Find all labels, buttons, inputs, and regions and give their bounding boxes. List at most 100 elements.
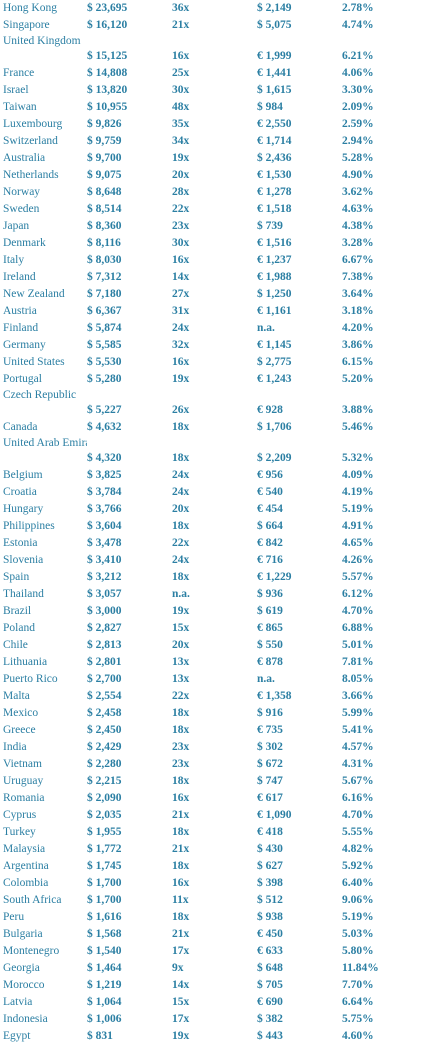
table-row: Ireland $ 7,312 14x € 1,988 7.38% [0,269,427,286]
ratio-cell: n.a. [172,588,190,600]
price-cell: $ 8,116 [87,237,121,249]
yield-cell: 5.99% [342,707,374,719]
yield-cell: 5.28% [342,152,374,164]
ratio-cell: 11x [172,894,189,906]
country-name: Chile [3,639,28,651]
price-cell: $ 3,766 [87,503,122,515]
country-name: Uruguay [3,775,44,787]
rent-cell: n.a. [257,322,275,334]
price-cell: $ 5,585 [87,339,122,351]
price-cell: $ 13,820 [87,84,128,96]
country-name: Portugal [3,373,42,385]
yield-cell: 4.19% [342,486,374,498]
country-name: Romania [3,792,45,804]
price-cell: $ 2,429 [87,741,122,753]
yield-cell: 3.30% [342,84,374,96]
price-cell: $ 2,280 [87,758,122,770]
yield-cell: 5.92% [342,860,374,872]
rent-cell: € 1,145 [257,339,292,351]
ratio-cell: 18x [172,707,190,719]
yield-cell: 6.88% [342,622,374,634]
price-cell: $ 1,745 [87,860,122,872]
yield-cell: 6.21% [342,50,374,62]
table-row: South Africa $ 1,700 11x $ 512 9.06% [0,892,427,909]
table-row: Morocco $ 1,219 14x $ 705 7.70% [0,977,427,994]
table-row: United States $ 5,530 16x $ 2,775 6.15% [0,354,427,371]
price-cell: $ 4,632 [87,421,122,433]
price-cell: $ 2,554 [87,690,122,702]
yield-cell: 4.82% [342,843,374,855]
price-cell: $ 9,759 [87,135,122,147]
table-row: Poland $ 2,827 15x € 865 6.88% [0,620,427,637]
ratio-cell: 18x [172,520,190,532]
rent-cell: $ 443 [257,1030,283,1042]
rent-cell: € 928 [257,404,283,416]
ratio-cell: 20x [172,639,190,651]
ratio-cell: 23x [172,758,190,770]
country-name: Italy [3,254,25,266]
ratio-cell: 24x [172,322,190,334]
country-name: Poland [3,622,35,634]
ratio-cell: 26x [172,404,190,416]
ratio-cell: 17x [172,945,190,957]
ratio-cell: 9x [172,962,184,974]
country-name: Hong Kong [3,2,57,14]
country-name: Sweden [3,203,40,215]
yield-cell: 6.15% [342,356,374,368]
rent-cell: € 1,090 [257,809,292,821]
table-row: Thailand $ 3,057 n.a. $ 936 6.12% [0,586,427,603]
ratio-cell: 24x [172,554,190,566]
country-name: Colombia [3,877,49,889]
yield-cell: 2.78% [342,2,374,14]
yield-cell: 5.46% [342,421,374,433]
rent-cell: $ 938 [257,911,283,923]
country-name: Mexico [3,707,39,719]
price-cell: $ 1,540 [87,945,122,957]
country-name: Israel [3,84,29,96]
country-name: Indonesia [3,1013,48,1025]
country-name: Germany [3,339,46,351]
country-name: Finland [3,322,39,334]
rent-cell: $ 1,615 [257,84,292,96]
country-name: New Zealand [3,288,65,300]
country-name: Vietnam [3,758,42,770]
rent-cell: € 842 [257,537,283,549]
table-row: Finland $ 5,874 24x n.a. 4.20% [0,320,427,337]
table-row: Hong Kong $ 23,695 36x $ 2,149 2.78% [0,0,427,17]
price-cell: $ 9,700 [87,152,122,164]
country-name: Lithuania [3,656,48,668]
country-name: Malaysia [3,843,46,855]
rent-cell: € 450 [257,928,283,940]
rent-cell: $ 2,436 [257,152,292,164]
rent-cell: € 716 [257,554,283,566]
table-row: Hungary $ 3,766 20x € 454 5.19% [0,501,427,518]
yield-cell: 4.06% [342,67,374,79]
table-row: Malta $ 2,554 22x € 1,358 3.66% [0,688,427,705]
price-cell: $ 1,700 [87,894,122,906]
price-cell: $ 1,219 [87,979,122,991]
table-row: Romania $ 2,090 16x € 617 6.16% [0,790,427,807]
yield-cell: 5.55% [342,826,374,838]
table-row: Peru $ 1,616 18x $ 938 5.19% [0,909,427,926]
table-row: Israel $ 13,820 30x $ 1,615 3.30% [0,82,427,99]
price-cell: $ 7,312 [87,271,122,283]
ratio-cell: 22x [172,537,190,549]
price-cell: $ 1,700 [87,877,122,889]
yield-cell: 4.91% [342,520,374,532]
country-name: Australia [3,152,46,164]
table-row: Luxembourg $ 9,826 35x € 2,550 2.59% [0,116,427,133]
ratio-cell: 15x [172,622,190,634]
table-row: Uruguay $ 2,215 18x $ 747 5.67% [0,773,427,790]
yield-cell: 3.88% [342,404,374,416]
price-cell: $ 6,367 [87,305,122,317]
price-cell: $ 2,813 [87,639,122,651]
ratio-cell: 18x [172,421,190,433]
ratio-cell: 18x [172,452,190,464]
price-cell: $ 5,530 [87,356,122,368]
rent-cell: $ 916 [257,707,283,719]
rent-cell: € 1,714 [257,135,292,147]
rent-cell: € 1,229 [257,571,292,583]
price-cell: $ 3,212 [87,571,122,583]
price-cell: $ 3,478 [87,537,122,549]
